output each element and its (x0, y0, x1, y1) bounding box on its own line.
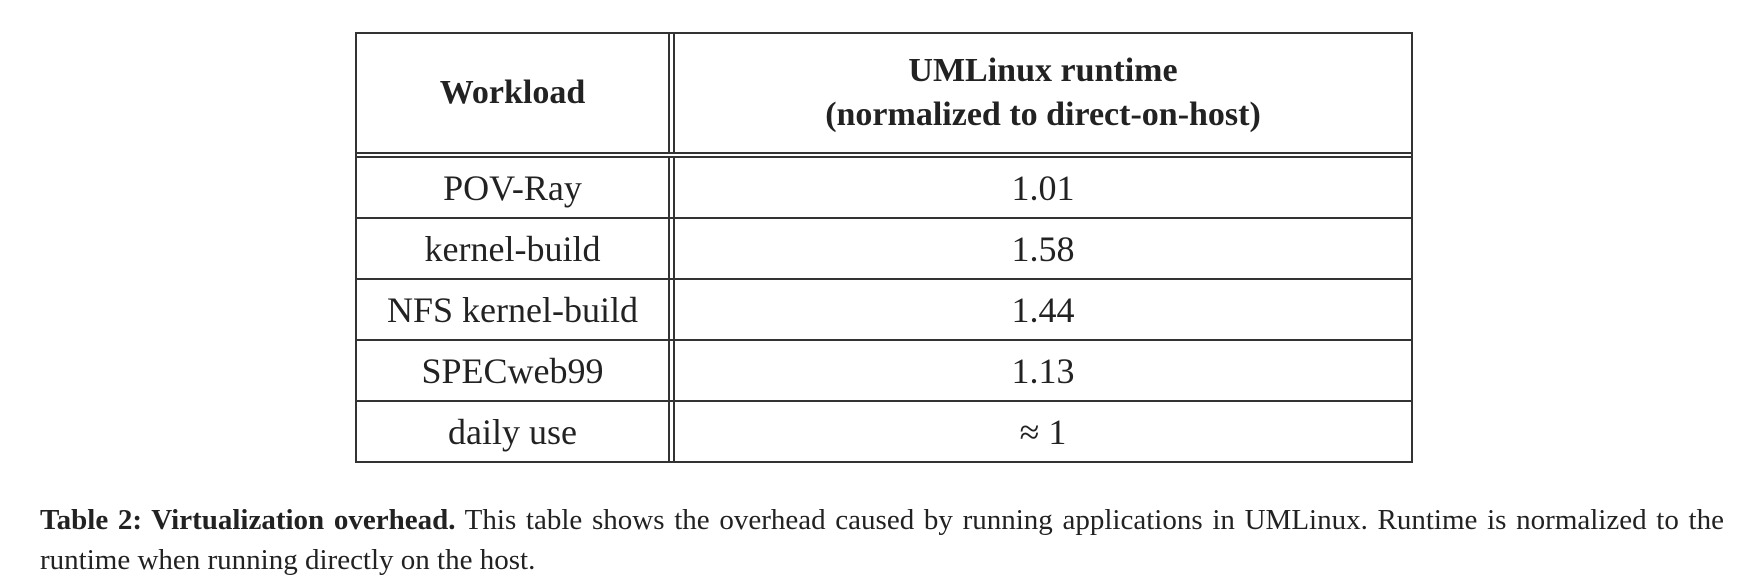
table-row: NFS kernel-build 1.44 (357, 278, 1411, 339)
workload-cell: daily use (357, 402, 675, 461)
header-runtime-line1: UMLinux runtime (908, 52, 1178, 89)
runtime-cell: ≈ 1 (1019, 411, 1067, 452)
caption-label: Table 2: Virtualization overhead. (40, 504, 456, 536)
header-runtime: UMLinux runtime (normalized to direct-on… (675, 34, 1411, 152)
workload-cell: NFS kernel-build (357, 280, 675, 339)
table-row: SPECweb99 1.13 (357, 339, 1411, 400)
results-table: Workload UMLinux runtime (normalized to … (355, 32, 1413, 463)
table-caption: Table 2: Virtualization overhead. This t… (40, 500, 1724, 580)
table-row: kernel-build 1.58 (357, 217, 1411, 278)
header-workload: Workload (357, 34, 675, 152)
runtime-cell: 1.01 (1011, 167, 1075, 208)
workload-cell: POV-Ray (357, 158, 675, 217)
runtime-cell: 1.13 (1011, 350, 1075, 391)
runtime-cell: 1.44 (1011, 289, 1075, 330)
header-runtime-line2: (normalized to direct-on-host) (825, 96, 1261, 133)
caption-text: This table shows the overhead caused by … (40, 504, 1724, 576)
table-header-row: Workload UMLinux runtime (normalized to … (357, 34, 1411, 152)
workload-cell: SPECweb99 (357, 341, 675, 400)
runtime-cell: 1.58 (1011, 228, 1075, 269)
workload-cell: kernel-build (357, 219, 675, 278)
table-row: POV-Ray 1.01 (357, 152, 1411, 217)
table-row: daily use ≈ 1 (357, 400, 1411, 461)
